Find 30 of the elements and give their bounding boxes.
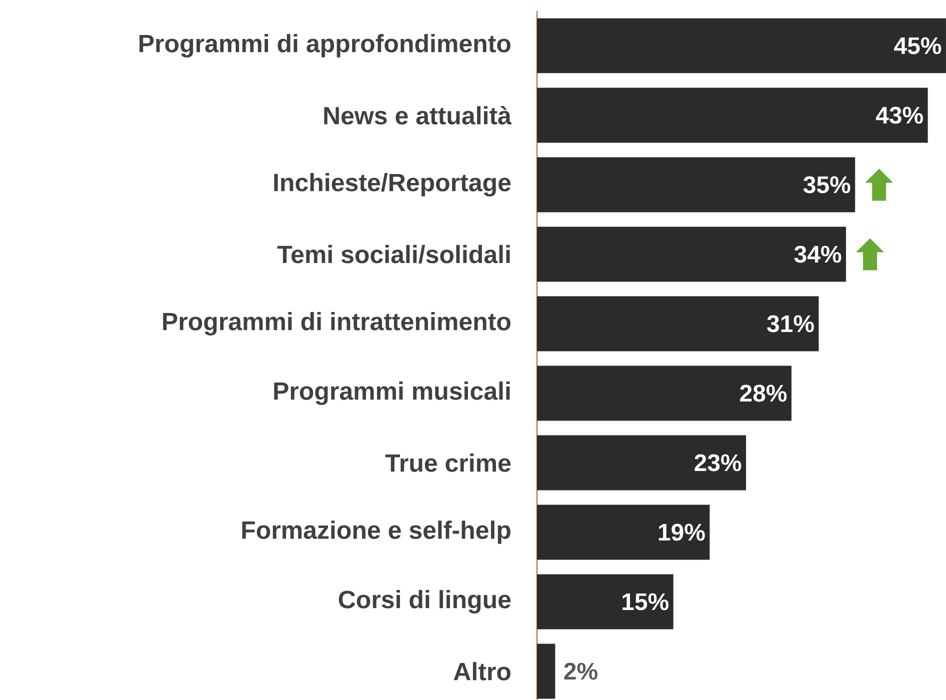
bar bbox=[537, 574, 674, 630]
data-label: 15% bbox=[622, 593, 668, 610]
y-tick-label: Programmi musicali bbox=[274, 382, 510, 405]
y-tick-label: Altro bbox=[454, 662, 510, 680]
data-label: 31% bbox=[767, 315, 814, 332]
bar bbox=[537, 157, 856, 212]
bar bbox=[537, 644, 556, 699]
y-tick-label: Corsi di lingue bbox=[338, 590, 511, 614]
y-tick-label: True crime bbox=[385, 454, 511, 472]
bar bbox=[537, 435, 746, 490]
bar bbox=[537, 18, 946, 74]
bar bbox=[537, 88, 928, 143]
data-label: 2% bbox=[564, 662, 598, 680]
bar bbox=[537, 504, 710, 560]
data-label: 28% bbox=[740, 384, 787, 402]
y-tick-label: Programmi di approfondimento bbox=[140, 34, 510, 58]
data-label: 45% bbox=[894, 37, 942, 54]
data-label: 35% bbox=[803, 176, 850, 194]
y-tick-label: Programmi di intrattenimento bbox=[163, 312, 510, 336]
data-label: 34% bbox=[794, 246, 842, 263]
data-label: 43% bbox=[876, 106, 923, 124]
bar bbox=[537, 226, 846, 282]
y-tick-label: Inchieste/Reportage bbox=[274, 173, 511, 196]
y-tick-label: News e attualità bbox=[324, 106, 512, 125]
y-tick-label: Temi sociali/solidali bbox=[277, 244, 510, 264]
bar bbox=[537, 296, 819, 352]
bar bbox=[537, 366, 792, 421]
data-label: 23% bbox=[694, 454, 742, 472]
y-tick-label: Formazione e self-help bbox=[242, 520, 510, 544]
data-label: 19% bbox=[658, 524, 705, 541]
